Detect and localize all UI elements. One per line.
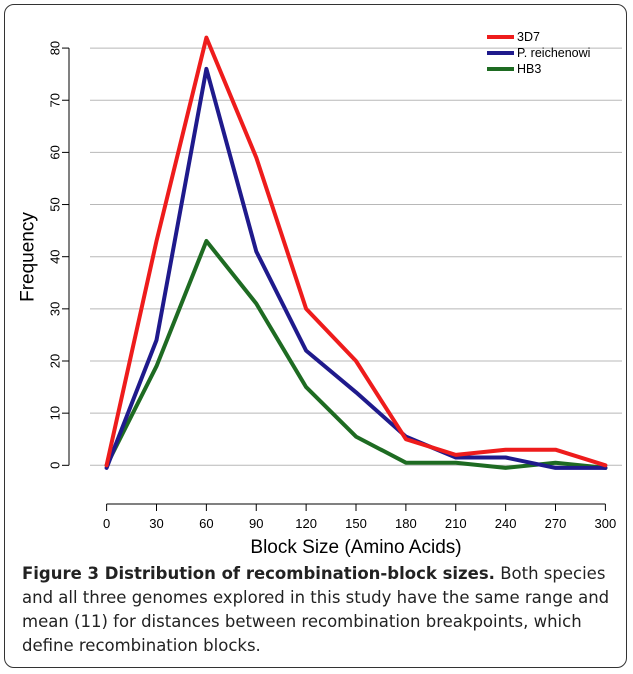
y-tick-label: 60 (48, 145, 63, 159)
y-tick-label: 50 (48, 197, 63, 211)
legend-label: 3D7 (517, 30, 540, 44)
x-tick-label: 90 (249, 516, 263, 531)
x-tick-label: 180 (395, 516, 417, 531)
y-tick-label: 30 (48, 302, 63, 316)
x-tick-label: 150 (345, 516, 367, 531)
figure-caption: Figure 3 Distribution of recombination-b… (22, 562, 622, 658)
line-chart: 0 30 60 90 120 150 180 210 240 270 300 0 10 20 30 40 50 6… (18, 30, 622, 558)
y-tick-label: 70 (48, 93, 63, 107)
x-tick-label: 30 (149, 516, 163, 531)
legend-label: P. reichenowi (517, 46, 590, 60)
series-line-p-reichenowi (104, 66, 608, 470)
y-tick-label: 0 (48, 462, 63, 469)
y-axis-title: Frequency (18, 212, 39, 302)
y-tick-label: 80 (48, 41, 63, 55)
y-tick-label: 20 (48, 354, 63, 368)
x-tick-label: 300 (595, 516, 617, 531)
x-tick-label: 60 (199, 516, 213, 531)
x-tick-label: 270 (545, 516, 567, 531)
caption-text: Both species and all three genomes explo… (22, 564, 610, 655)
x-tick-label: 240 (495, 516, 517, 531)
x-tick-label: 120 (295, 516, 317, 531)
series-line-3d7 (104, 35, 608, 468)
series-line-hb3 (104, 239, 608, 470)
x-tick-label: 0 (103, 516, 110, 531)
x-tick-label: 210 (445, 516, 467, 531)
y-tick-label: 40 (48, 249, 63, 263)
caption-label: Figure 3 Distribution of recombination-b… (22, 564, 495, 583)
x-axis-title: Block Size (Amino Acids) (250, 537, 461, 558)
legend-label: HB3 (517, 62, 541, 76)
y-tick-label: 10 (48, 406, 63, 420)
figure-frame (4, 4, 627, 668)
